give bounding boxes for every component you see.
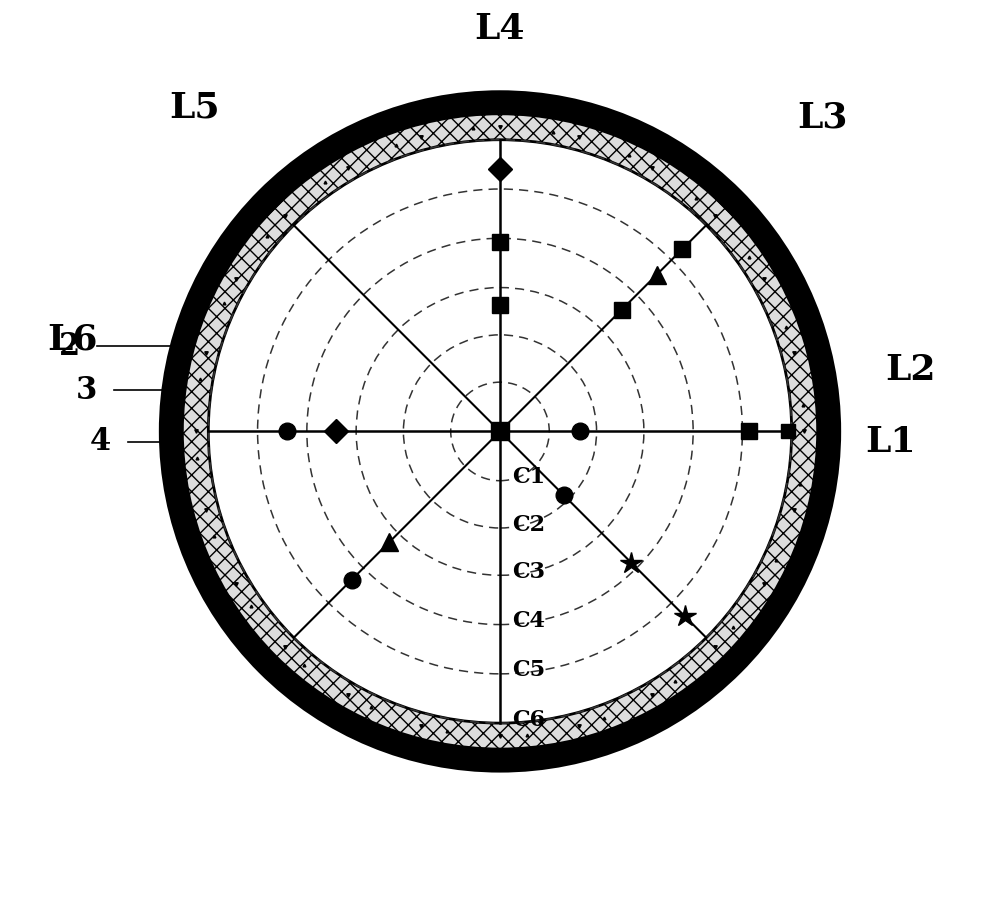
Text: 3: 3 [76, 375, 97, 406]
Circle shape [183, 114, 817, 748]
Text: C5: C5 [512, 660, 545, 681]
Circle shape [183, 114, 817, 748]
Text: L2: L2 [886, 353, 936, 387]
Text: L3: L3 [797, 100, 847, 135]
Text: 2: 2 [59, 330, 80, 362]
Text: C3: C3 [512, 561, 545, 583]
Text: 4: 4 [90, 426, 111, 457]
Text: C4: C4 [512, 610, 545, 633]
Text: C6: C6 [512, 709, 545, 730]
Circle shape [159, 90, 841, 773]
Text: C1: C1 [512, 466, 545, 489]
Circle shape [208, 139, 792, 723]
Text: L4: L4 [475, 12, 525, 46]
Text: L5: L5 [170, 90, 220, 124]
Text: L6: L6 [47, 322, 97, 357]
Text: C2: C2 [512, 514, 545, 536]
Text: L1: L1 [865, 424, 916, 459]
